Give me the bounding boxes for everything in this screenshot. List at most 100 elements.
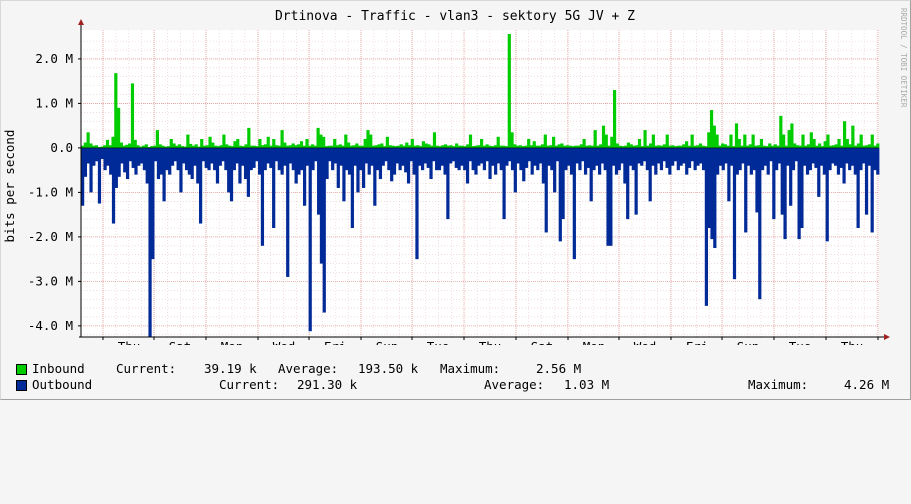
inbound-bar [862,145,866,148]
outbound-bar [221,147,225,162]
inbound-bar [427,144,431,148]
inbound-bar [804,145,808,148]
inbound-bar [94,145,99,148]
x-tick-label: Tue [427,339,450,345]
inbound-bar [834,144,838,148]
inbound-bar [693,145,697,148]
outbound-bar [581,147,585,162]
outbound-bar [547,147,551,166]
outbound-bar [460,147,464,166]
outbound-bar [763,147,768,166]
outbound-bar [727,147,731,202]
outbound-bar [626,147,630,220]
outbound-bar [81,147,85,206]
inbound-bar [801,134,805,148]
outbound-bar [297,147,301,175]
x-tick-label: Sat [169,339,192,345]
outbound-bar [100,147,104,160]
outbound-bar [390,147,394,182]
inbound-bar [263,144,268,148]
outbound-bar [671,147,675,166]
outbound-bar [263,147,267,171]
outbound-bar [213,147,217,171]
outbound-average-label: Average: [484,377,545,392]
outbound-bar [550,147,554,171]
inbound-bar [527,139,531,148]
outbound-maximum-value: 4.26 M [844,377,890,392]
outbound-bar [682,147,686,164]
outbound-current-value: 291.30 k [297,377,358,392]
inbound-bar [297,144,301,148]
outbound-bar [95,147,99,162]
outbound-bar [794,147,798,162]
inbound-maximum-label: Maximum: [440,361,501,376]
inbound-bar [671,145,675,148]
inbound-bar [491,146,495,148]
inbound-bar [169,139,173,148]
inbound-bar [216,146,220,148]
inbound-bar [793,143,797,148]
outbound-bar [744,147,748,233]
inbound-bar [601,125,606,148]
inbound-bar [477,145,481,148]
outbound-bar [502,147,506,220]
x-tick-label: Thu [118,339,141,345]
outbound-bar [842,147,846,184]
outbound-bar [168,147,172,175]
inbound-bar [399,144,403,148]
outbound-bar [592,147,596,171]
outbound-bar [454,147,458,168]
outbound-bar [156,147,161,180]
inbound-bar [845,139,849,148]
x-tick-label: Tue [789,339,812,345]
outbound-bar [831,147,835,164]
inbound-bar [457,145,461,148]
outbound-bar [418,147,422,166]
outbound-bar [623,147,627,184]
inbound-bar [230,146,234,148]
inbound-bar [754,145,758,148]
outbound-bar [109,147,113,175]
inbound-bar [299,141,304,148]
inbound-bar [859,134,863,148]
outbound-bar [331,147,335,171]
outbound-bar [609,147,613,246]
outbound-bar [432,147,436,162]
outbound-bar [243,147,248,180]
outbound-bar [114,147,118,188]
outbound-bar [319,147,324,264]
outbound-bar [645,147,649,171]
inbound-bar [294,145,298,148]
inbound-bar [327,145,331,148]
inbound-bar [205,145,209,148]
inbound-bar [707,132,711,148]
outbound-bar [685,147,689,175]
inbound-bar [482,145,486,148]
outbound-bar [162,147,166,202]
inbound-bar [806,144,811,148]
inbound-bar [128,143,132,148]
inbound-bar [565,145,570,148]
outbound-bar [260,147,265,246]
inbound-bar [277,145,281,148]
inbound-bar [424,143,428,148]
inbound-maximum-value: 2.56 M [536,361,582,376]
inbound-bar [396,145,401,148]
inbound-bar [313,145,317,148]
inbound-bar [873,145,877,148]
outbound-bar [496,147,501,164]
inbound-bar [696,145,700,148]
outbound-bar [347,147,352,175]
outbound-bar [482,147,487,171]
outbound-bar [145,147,149,184]
inbound-bar [407,145,412,148]
inbound-bar [842,121,847,148]
outbound-bar [294,147,298,184]
inbound-bar [637,139,642,148]
y-tick-label: -4.0 M [28,318,73,333]
inbound-bar [180,146,184,148]
inbound-bar [288,145,292,148]
outbound-bar [657,147,661,164]
outbound-bar [732,147,737,280]
outbound-bar [853,147,857,175]
